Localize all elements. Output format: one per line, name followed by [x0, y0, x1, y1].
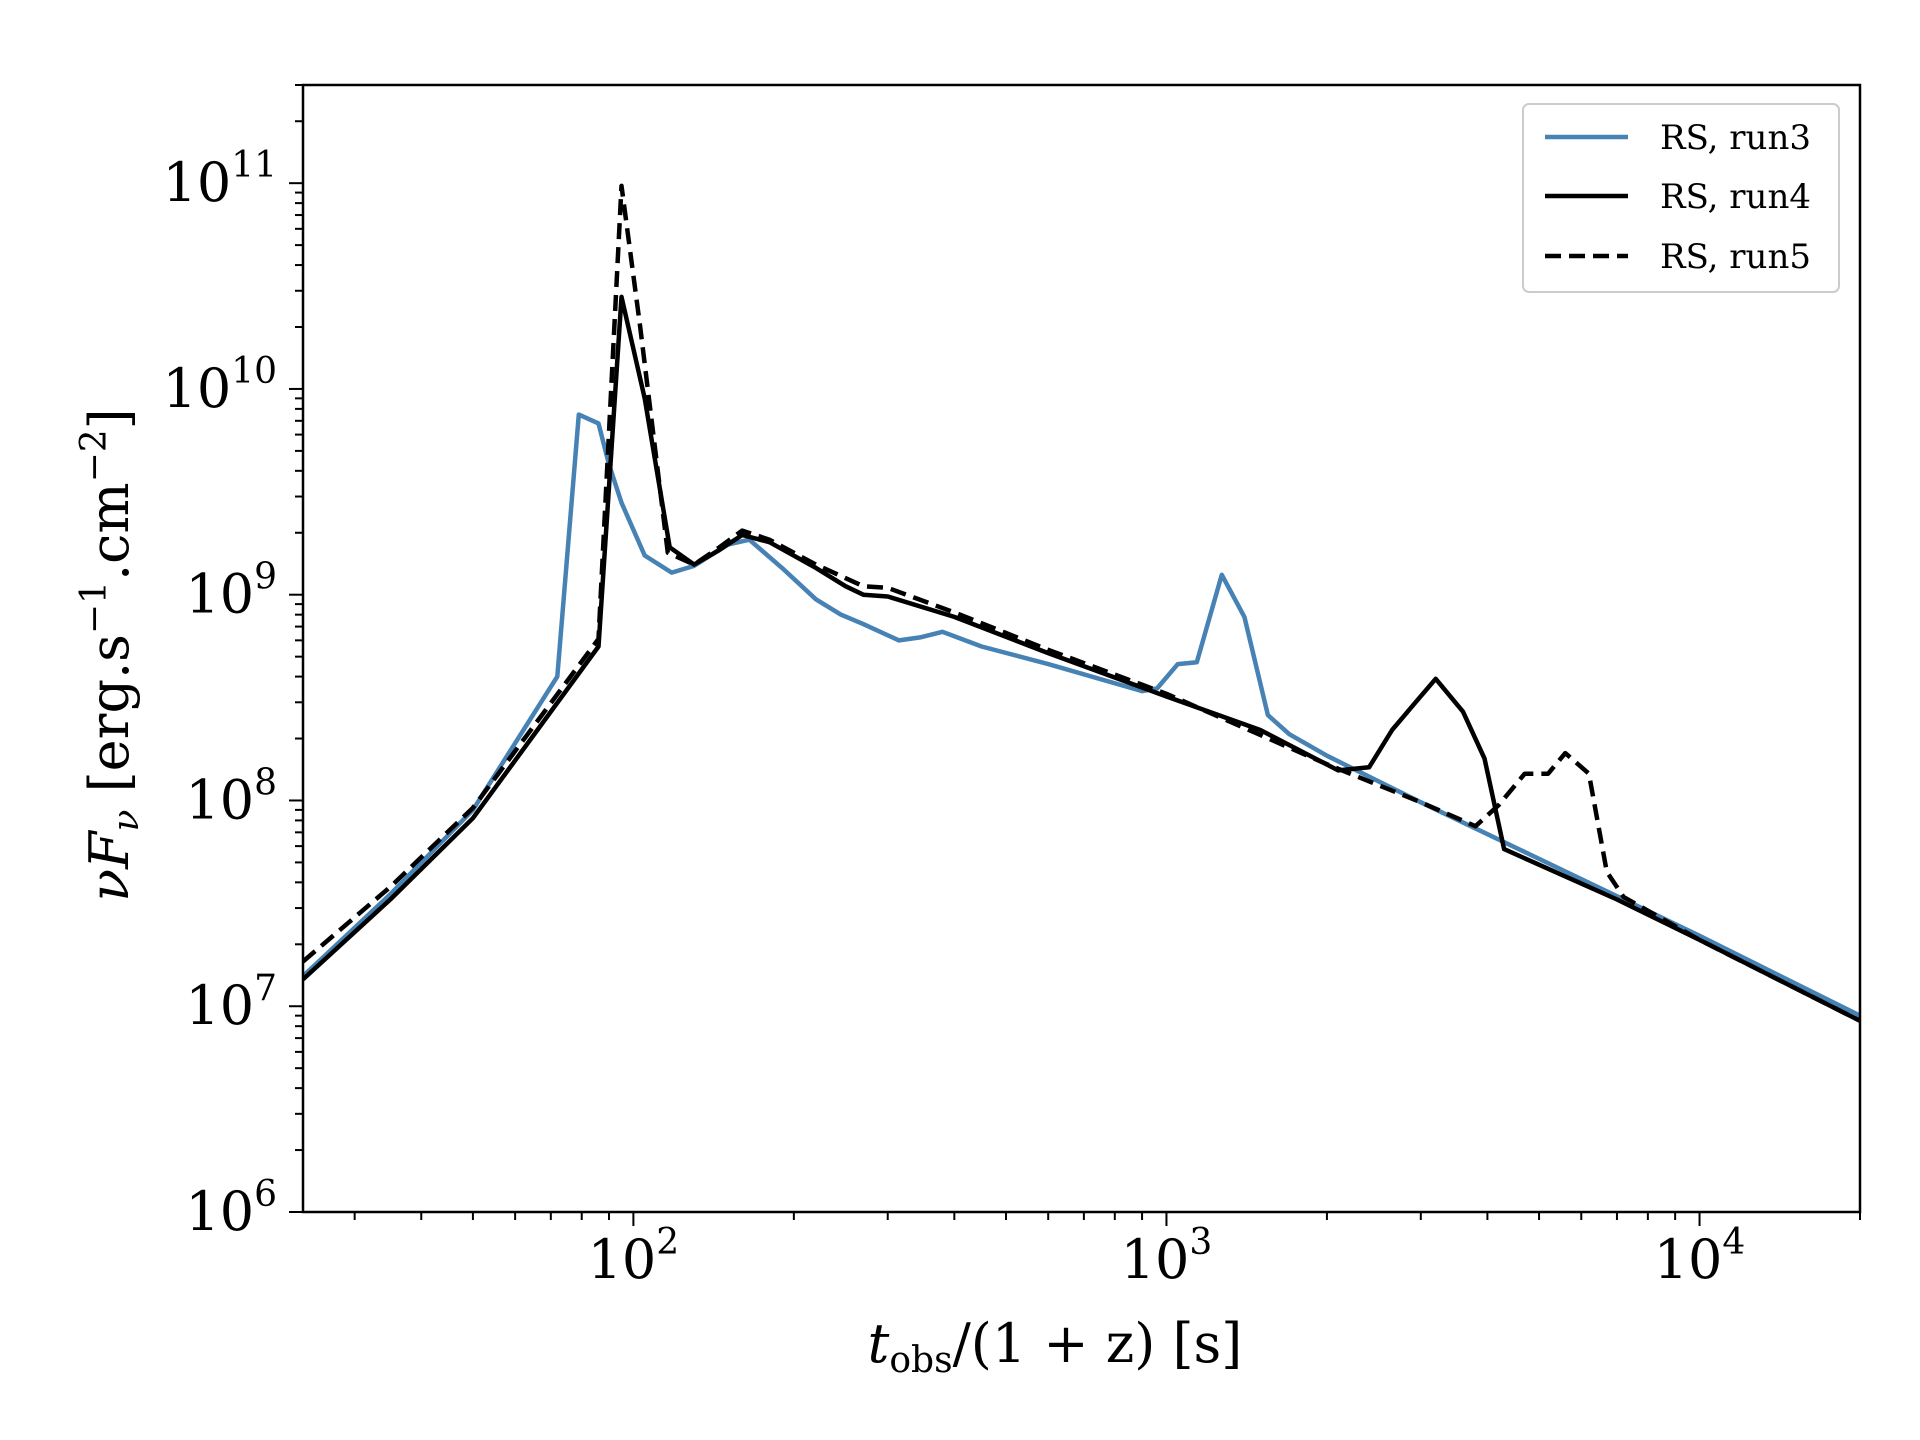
plot-frame [301, 83, 1862, 1214]
series-line-rs-run4 [303, 294, 1860, 1023]
legend: RS, run3 RS, run4 RS, run5 [1522, 103, 1840, 293]
series-line-rs-run3 [303, 412, 1860, 1018]
y-tick-label: 107 [185, 968, 277, 1037]
y-tick-label: 109 [185, 557, 277, 626]
x-axis-label: tobs/(1 + z) [s] [868, 1312, 1243, 1381]
y-tick-label: 108 [185, 762, 277, 831]
series-line-rs-run5 [303, 183, 1860, 1023]
x-tick-label: 104 [1654, 1222, 1746, 1291]
ticks-layer: 102 103 104 106 107 108 109 1010 1011 [162, 84, 1861, 1291]
y-axis-label: νFν [erg.s−1.cm−2] [74, 408, 147, 902]
legend-label-run3: RS, run3 [1660, 118, 1811, 158]
y-tick-label: 106 [185, 1174, 277, 1243]
legend-label-run4: RS, run4 [1660, 177, 1811, 217]
legend-label-run5: RS, run5 [1660, 237, 1811, 277]
series-layer [303, 183, 1860, 1023]
x-tick-label: 103 [1121, 1222, 1213, 1291]
x-tick-label: 102 [588, 1222, 680, 1291]
legend-box [1522, 103, 1840, 293]
y-tick-label: 1011 [162, 145, 277, 214]
y-tick-label: 1010 [162, 351, 277, 420]
